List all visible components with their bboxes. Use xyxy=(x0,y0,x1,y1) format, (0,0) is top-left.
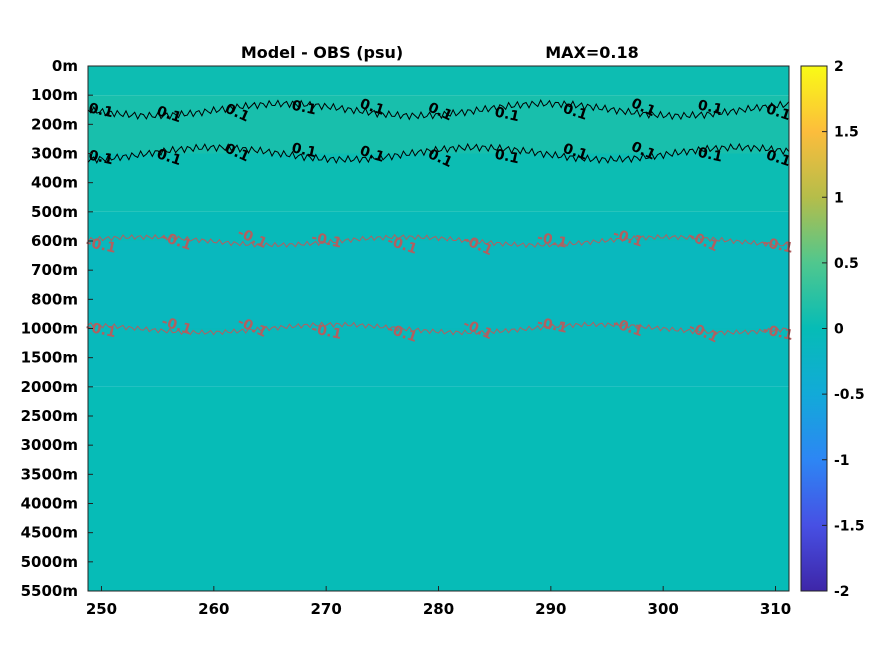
contour-label: 0.1 xyxy=(358,96,387,119)
colorbar-axis: 2 1.5 1 0.5 0 -0.5 -1 -1.5 -2 xyxy=(822,59,865,600)
contour-label: -0.1 xyxy=(84,319,117,341)
x-tick-label: 300 xyxy=(648,600,679,618)
contour-label: 0.1 xyxy=(155,146,184,169)
colorbar-tick-label: 0 xyxy=(834,322,844,338)
colorbar-tick-label: -1 xyxy=(834,453,850,469)
contour-label: 0.1 xyxy=(493,104,521,125)
contour-label: -0.1 xyxy=(761,235,794,257)
y-tick-label: 600m xyxy=(31,232,78,250)
y-tick-label: 3000m xyxy=(21,436,78,454)
y-axis: 0m 100m 200m 300m 400m 500m 600m 700m 800m 1000m 1… xyxy=(21,57,93,600)
y-tick-label: 5500m xyxy=(21,582,78,600)
contour-label: -0.1 xyxy=(536,315,569,337)
colorbar-tick-label: 2 xyxy=(834,59,844,75)
chart-title: Model - OBS (psu) xyxy=(241,43,403,62)
colorbar-tick-label: -1.5 xyxy=(834,518,865,534)
contour-label: -0.1 xyxy=(84,235,117,257)
contour-line xyxy=(87,142,790,165)
colorbar-tick-label: 1 xyxy=(834,190,844,206)
field-band xyxy=(88,66,789,96)
contour-label: 0.1 xyxy=(493,147,521,168)
field-band xyxy=(88,386,789,591)
y-tick-label: 1000m xyxy=(21,320,78,338)
x-tick-label: 310 xyxy=(760,600,791,618)
contour-line xyxy=(87,321,790,336)
y-tick-label: 500m xyxy=(31,203,78,221)
x-tick-label: 260 xyxy=(198,600,229,618)
contour-label: 0.1 xyxy=(764,101,793,124)
y-tick-label: 4000m xyxy=(21,495,78,513)
contour-label: 0.1 xyxy=(696,145,724,166)
contour-label: 0.1 xyxy=(290,140,318,161)
x-axis: 250 260 270 280 290 300 310 xyxy=(86,586,791,618)
y-tick-label: 200m xyxy=(31,115,78,133)
contour-label: 0.1 xyxy=(155,103,184,126)
x-tick-label: 250 xyxy=(86,600,117,618)
y-tick-label: 3500m xyxy=(21,465,78,483)
y-tick-label: 2000m xyxy=(21,378,78,396)
contour-label: 0.1 xyxy=(358,143,387,166)
contour-label: 0.1 xyxy=(764,147,793,170)
colorbar-tick-label: -2 xyxy=(834,584,850,600)
contour-label: -0.1 xyxy=(310,321,343,343)
y-tick-label: 5000m xyxy=(21,553,78,571)
y-tick-label: 800m xyxy=(31,290,78,308)
colorbar-tick-label: -0.5 xyxy=(834,387,865,403)
y-tick-label: 2500m xyxy=(21,407,78,425)
y-tick-label: 400m xyxy=(31,174,78,192)
max-label: MAX=0.18 xyxy=(545,43,639,62)
contour-label: 0.1 xyxy=(561,101,590,124)
x-tick-label: 270 xyxy=(311,600,342,618)
y-tick-label: 1500m xyxy=(21,349,78,367)
field-band xyxy=(88,153,789,212)
contour-label: 0.1 xyxy=(87,148,115,169)
colorbar-tick-label: 0.5 xyxy=(834,256,859,272)
contour-line xyxy=(87,99,790,121)
contour-label: 0.1 xyxy=(87,100,115,121)
y-tick-label: 100m xyxy=(31,86,78,104)
y-tick-label: 300m xyxy=(31,145,78,163)
y-tick-label: 700m xyxy=(31,261,78,279)
contour-line xyxy=(87,233,790,249)
y-tick-label: 0m xyxy=(52,57,78,75)
contour-label: 0.1 xyxy=(696,97,724,118)
x-tick-label: 280 xyxy=(423,600,454,618)
colorbar-tick-label: 1.5 xyxy=(834,125,859,141)
contour-label: 0.1 xyxy=(290,98,318,119)
field-band xyxy=(88,241,789,329)
contour-label: -0.1 xyxy=(536,230,569,252)
plot-area xyxy=(88,66,789,591)
contour-label: -0.1 xyxy=(310,230,343,252)
y-tick-label: 4500m xyxy=(21,524,78,542)
x-tick-label: 290 xyxy=(535,600,566,618)
field-band xyxy=(88,328,789,387)
contour-label: 0.1 xyxy=(561,141,590,164)
contour-label: -0.1 xyxy=(761,322,794,344)
